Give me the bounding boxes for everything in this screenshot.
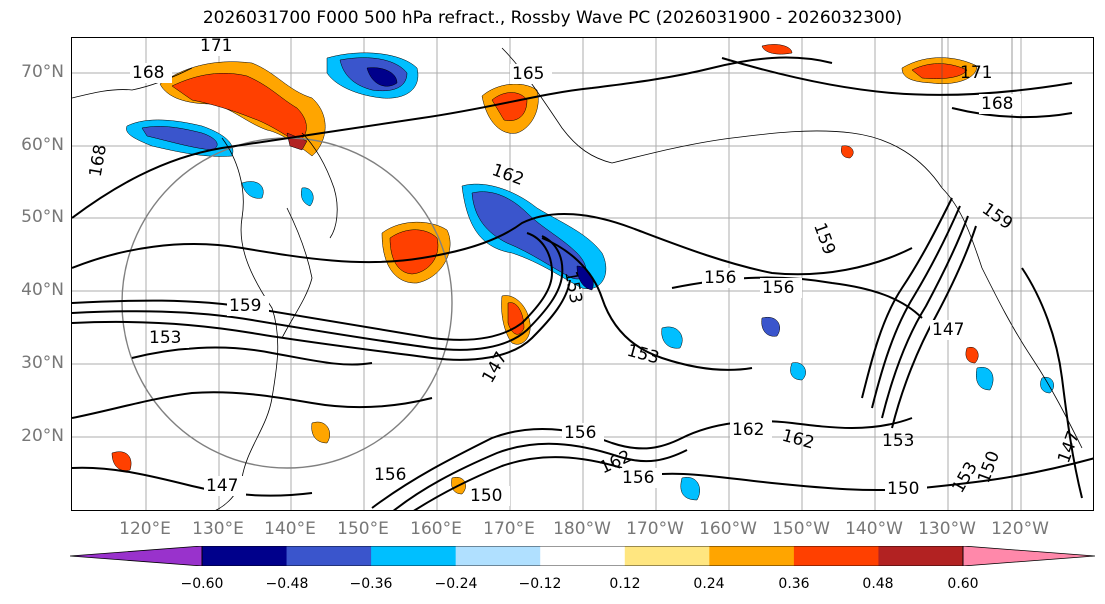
lat-label-20n: 20°N [21,426,64,446]
colorbar-min-extend [70,546,202,566]
lon-label-150w: 150°W [772,519,830,539]
contour-label: 162 [780,426,817,454]
lon-label-130e: 130°E [192,519,244,539]
lon-label-170e: 170°E [483,519,535,539]
lat-label-60n: 60°N [21,135,64,155]
height-contours [72,56,1093,510]
colorbar-tick: −0.48 [265,576,309,592]
contour-label: 156 [762,278,794,298]
colorbar-tick: 0.48 [862,576,894,592]
contour-label: 156 [564,423,596,443]
contour-label: 168 [981,94,1013,114]
colorbar-segment [624,546,710,566]
contour-label: 162 [489,160,526,190]
contour-label: 168 [86,143,111,178]
colorbar-tick: 0.36 [778,576,810,592]
contour-label: 153 [149,328,181,348]
lon-label-180w: 180°W [553,519,611,539]
lon-label-140w: 140°W [845,519,903,539]
contour-label: 150 [974,448,1004,485]
shaded-anomalies [111,44,1054,501]
contour-label: 171 [960,63,992,83]
lon-label-140e: 140°E [264,519,316,539]
contour-label: 156 [704,268,736,288]
colorbar-segment [202,546,288,566]
contour-label: 165 [512,64,544,84]
figure-title: 2026031700 F000 500 hPa refract., Rossby… [202,8,903,28]
lat-label-70n: 70°N [21,62,64,82]
map-canvas: 171 168 165 171 168 168 162 159 159 159 … [72,38,1093,510]
contour-label: 162 [732,420,764,440]
colorbar-segment [286,546,372,566]
colorbar-tick: −0.36 [349,576,393,592]
contour-label: 147 [478,349,512,387]
contour-label: 150 [887,479,919,499]
lon-label-120w: 120°W [991,519,1049,539]
colorbar-segment [455,546,541,566]
contour-label: 156 [374,465,406,485]
colorbar-tick: 0.12 [609,576,641,592]
colorbar [70,546,1095,566]
contour-label: 153 [882,431,914,451]
colorbar-segments [202,546,964,566]
colorbar-segment [540,546,626,566]
colorbar-segment [878,546,964,566]
colorbar-max-extend [963,546,1095,566]
colorbar-tick: −0.12 [518,576,562,592]
lon-label-170w: 170°W [626,519,684,539]
colorbar-segment [371,546,457,566]
colorbar-tick: −0.60 [180,576,224,592]
lat-label-30n: 30°N [21,353,64,373]
contour-label: 159 [809,220,839,257]
lon-label-130w: 130°W [918,519,976,539]
contour-label: 168 [132,63,164,83]
lon-label-160e: 160°E [410,519,462,539]
lon-label-150e: 150°E [337,519,389,539]
contour-label: 159 [229,296,261,316]
contour-label: 147 [932,320,964,340]
contour-label: 171 [200,38,232,56]
contour-label: 147 [1054,428,1084,465]
great-circle [121,137,453,469]
contour-label: 156 [622,468,654,488]
colorbar-tick: 0.24 [693,576,725,592]
lon-label-120e: 120°E [119,519,171,539]
colorbar-tick: 0.60 [947,576,979,592]
lon-label-160w: 160°W [699,519,757,539]
colorbar-tick: −0.24 [434,576,478,592]
colorbar-segment [793,546,879,566]
map-panel: 171 168 165 171 168 168 162 159 159 159 … [71,37,1094,511]
lat-label-40n: 40°N [21,280,64,300]
colorbar-segment [709,546,795,566]
lat-label-50n: 50°N [21,207,64,227]
contour-label: 147 [206,476,238,496]
contour-label: 159 [978,199,1016,234]
contour-label: 150 [470,486,502,506]
